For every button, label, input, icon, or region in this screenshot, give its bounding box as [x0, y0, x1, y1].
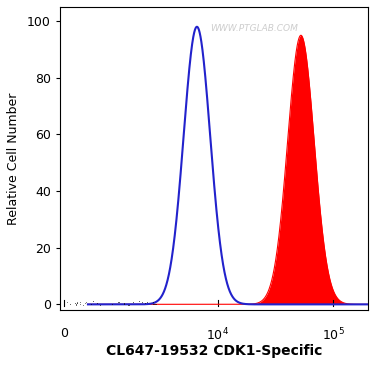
Text: $10^4$: $10^4$ [206, 327, 229, 343]
X-axis label: CL647-19532 CDK1-Specific: CL647-19532 CDK1-Specific [106, 344, 322, 358]
Text: $10^5$: $10^5$ [322, 327, 345, 343]
Y-axis label: Relative Cell Number: Relative Cell Number [7, 92, 20, 225]
Text: WWW.PTGLAB.COM: WWW.PTGLAB.COM [210, 24, 298, 32]
Text: 0: 0 [60, 327, 68, 340]
